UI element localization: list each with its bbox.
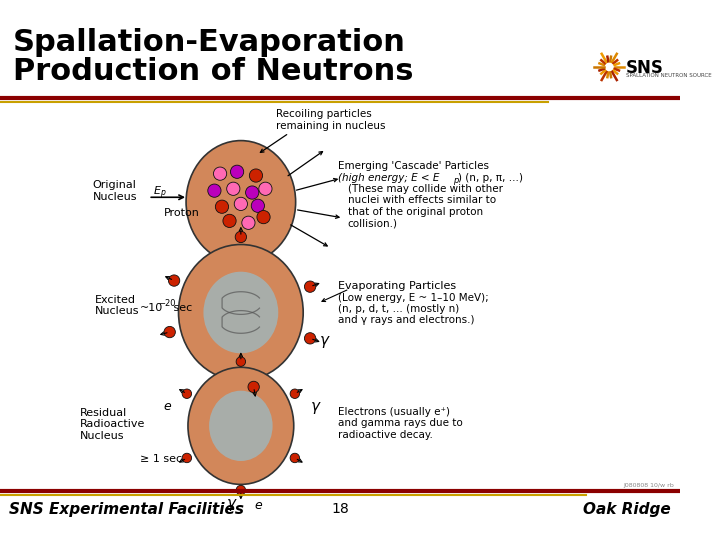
Circle shape — [249, 169, 263, 182]
Text: Oak Ridge: Oak Ridge — [583, 502, 670, 517]
Text: ≥ 1 sec: ≥ 1 sec — [140, 454, 182, 464]
Circle shape — [305, 333, 316, 344]
Circle shape — [236, 485, 246, 495]
Circle shape — [257, 211, 270, 224]
Text: and gamma rays due to: and gamma rays due to — [338, 418, 463, 428]
Circle shape — [182, 389, 192, 399]
Text: Nucleus: Nucleus — [81, 430, 125, 441]
Text: (high energy; E < E: (high energy; E < E — [338, 173, 439, 183]
Text: Nucleus: Nucleus — [94, 306, 139, 316]
Text: Production of Neutrons: Production of Neutrons — [13, 57, 414, 85]
Text: radioactive decay.: radioactive decay. — [338, 430, 433, 440]
Circle shape — [305, 281, 316, 292]
Circle shape — [182, 453, 192, 463]
Text: −20: −20 — [158, 299, 175, 308]
Text: collision.): collision.) — [348, 218, 397, 228]
Circle shape — [290, 389, 300, 399]
Circle shape — [223, 214, 236, 227]
Text: Excited: Excited — [94, 294, 135, 305]
Circle shape — [208, 184, 221, 197]
Text: SPALLATION NEUTRON SOURCE: SPALLATION NEUTRON SOURCE — [626, 72, 712, 78]
Circle shape — [251, 199, 264, 212]
Text: (n, p, d, t, … (mostly n): (n, p, d, t, … (mostly n) — [338, 304, 459, 314]
Circle shape — [258, 182, 272, 195]
Text: SNS: SNS — [626, 59, 664, 77]
Text: remaining in nucleus: remaining in nucleus — [276, 121, 385, 131]
Circle shape — [164, 326, 176, 338]
Text: Nucleus: Nucleus — [93, 192, 137, 201]
Circle shape — [248, 381, 259, 393]
Text: e: e — [163, 401, 171, 414]
Text: nuclei with effects similar to: nuclei with effects similar to — [348, 195, 495, 205]
Ellipse shape — [179, 245, 303, 381]
Text: sec: sec — [170, 303, 192, 313]
Text: 18: 18 — [331, 502, 349, 516]
Circle shape — [234, 197, 248, 211]
Text: Original: Original — [93, 180, 136, 190]
Text: ~10: ~10 — [140, 303, 163, 313]
Text: Evaporating Particles: Evaporating Particles — [338, 281, 456, 292]
Text: and γ rays and electrons.): and γ rays and electrons.) — [338, 315, 474, 325]
Text: Proton: Proton — [163, 208, 199, 218]
Circle shape — [227, 182, 240, 195]
Text: Spallation-Evaporation: Spallation-Evaporation — [13, 28, 406, 57]
Circle shape — [236, 357, 246, 366]
Ellipse shape — [209, 391, 273, 461]
Text: Emerging 'Cascade' Particles: Emerging 'Cascade' Particles — [338, 161, 489, 171]
Text: Electrons (usually e⁺): Electrons (usually e⁺) — [338, 407, 450, 417]
Text: p: p — [454, 176, 459, 185]
Text: (Low energy, E ~ 1–10 MeV);: (Low energy, E ~ 1–10 MeV); — [338, 293, 489, 302]
Text: γ: γ — [311, 400, 320, 415]
Circle shape — [215, 200, 228, 213]
Text: that of the original proton: that of the original proton — [348, 207, 482, 217]
Ellipse shape — [186, 140, 296, 264]
Text: (These may collide with other: (These may collide with other — [348, 184, 503, 194]
Text: ) (n, p, π, …): ) (n, p, π, …) — [458, 173, 523, 183]
Text: Radioactive: Radioactive — [81, 419, 145, 429]
Text: $E_p$: $E_p$ — [153, 185, 166, 201]
Text: SNS Experimental Facilities: SNS Experimental Facilities — [9, 502, 245, 517]
Ellipse shape — [188, 367, 294, 484]
Text: Recoiling particles: Recoiling particles — [276, 110, 372, 119]
Circle shape — [246, 186, 258, 199]
Circle shape — [235, 231, 246, 242]
Text: γ: γ — [320, 333, 329, 348]
Circle shape — [242, 216, 255, 229]
Text: J080808 10/w rb: J080808 10/w rb — [624, 483, 674, 488]
Circle shape — [213, 167, 227, 180]
Text: γ: γ — [227, 496, 236, 511]
Circle shape — [168, 275, 180, 286]
Circle shape — [230, 165, 243, 178]
Text: Residual: Residual — [81, 408, 127, 418]
Text: e: e — [254, 498, 262, 512]
Circle shape — [290, 453, 300, 463]
Ellipse shape — [204, 272, 278, 353]
